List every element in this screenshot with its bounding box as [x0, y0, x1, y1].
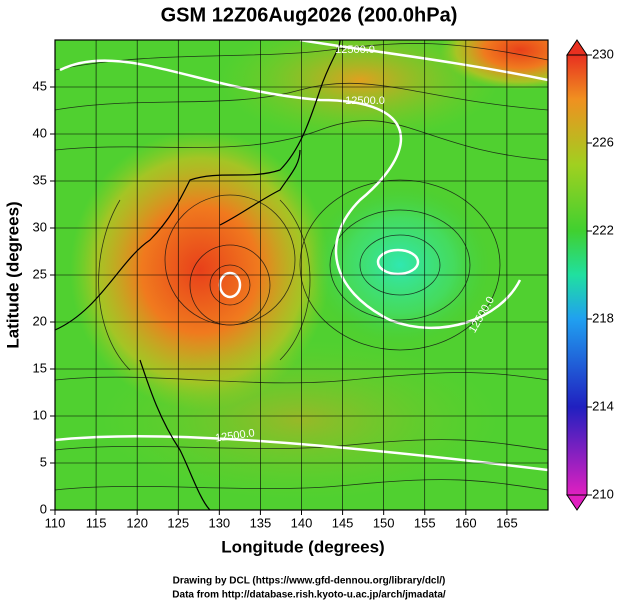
- y-tick-label: 10: [33, 407, 47, 422]
- field: [55, 40, 548, 510]
- x-axis-label: Longitude (degrees): [221, 537, 384, 556]
- x-tick-label: 125: [167, 515, 189, 530]
- y-tick-label: 30: [33, 219, 47, 234]
- colorbar-tick-label: 214: [592, 398, 614, 413]
- colorbar: [566, 54, 588, 496]
- colorbar-tick-label: 222: [592, 222, 614, 237]
- colorbar-max-arrow: [566, 39, 588, 56]
- y-tick-label: 40: [33, 125, 47, 140]
- chart-title: GSM 12Z06Aug2026 (200.0hPa): [161, 4, 458, 26]
- colorbar-tick-label: 210: [592, 486, 614, 501]
- colorbar-tick-label: 230: [592, 46, 614, 61]
- y-axis-label: Latitude (degrees): [3, 201, 22, 348]
- y-tick-label: 0: [40, 501, 47, 516]
- contour-label: 12500.0: [345, 95, 385, 107]
- x-tick-label: 150: [373, 515, 395, 530]
- y-tick-label: 15: [33, 360, 47, 375]
- colorbar-min-arrow: [566, 494, 588, 511]
- colorbar-tick-label: 226: [592, 134, 614, 149]
- y-tick-label: 25: [33, 266, 47, 281]
- contour-label: 12500.0: [335, 44, 375, 56]
- footer-line: Data from http://database.rish.kyoto-u.a…: [172, 590, 446, 601]
- x-tick-label: 140: [291, 515, 313, 530]
- x-tick-label: 110: [45, 515, 66, 530]
- contour-label: 12500.0: [214, 427, 255, 444]
- y-tick-label: 20: [33, 313, 47, 328]
- y-tick-label: 35: [33, 172, 47, 187]
- x-tick-label: 160: [455, 515, 477, 530]
- colorbar-tick-label: 218: [592, 310, 614, 325]
- footer-line: Drawing by DCL (https://www.gfd-dennou.o…: [173, 576, 446, 587]
- x-tick-label: 155: [414, 515, 436, 530]
- x-tick-label: 120: [126, 515, 148, 530]
- y-tick-label: 45: [33, 78, 47, 93]
- coastline: [55, 40, 341, 510]
- x-tick-label: 165: [496, 515, 518, 530]
- x-tick-label: 145: [332, 515, 354, 530]
- y-tick-label: 5: [40, 454, 47, 469]
- x-tick-label: 135: [250, 515, 272, 530]
- x-tick-label: 115: [86, 515, 107, 530]
- x-tick-label: 130: [208, 515, 230, 530]
